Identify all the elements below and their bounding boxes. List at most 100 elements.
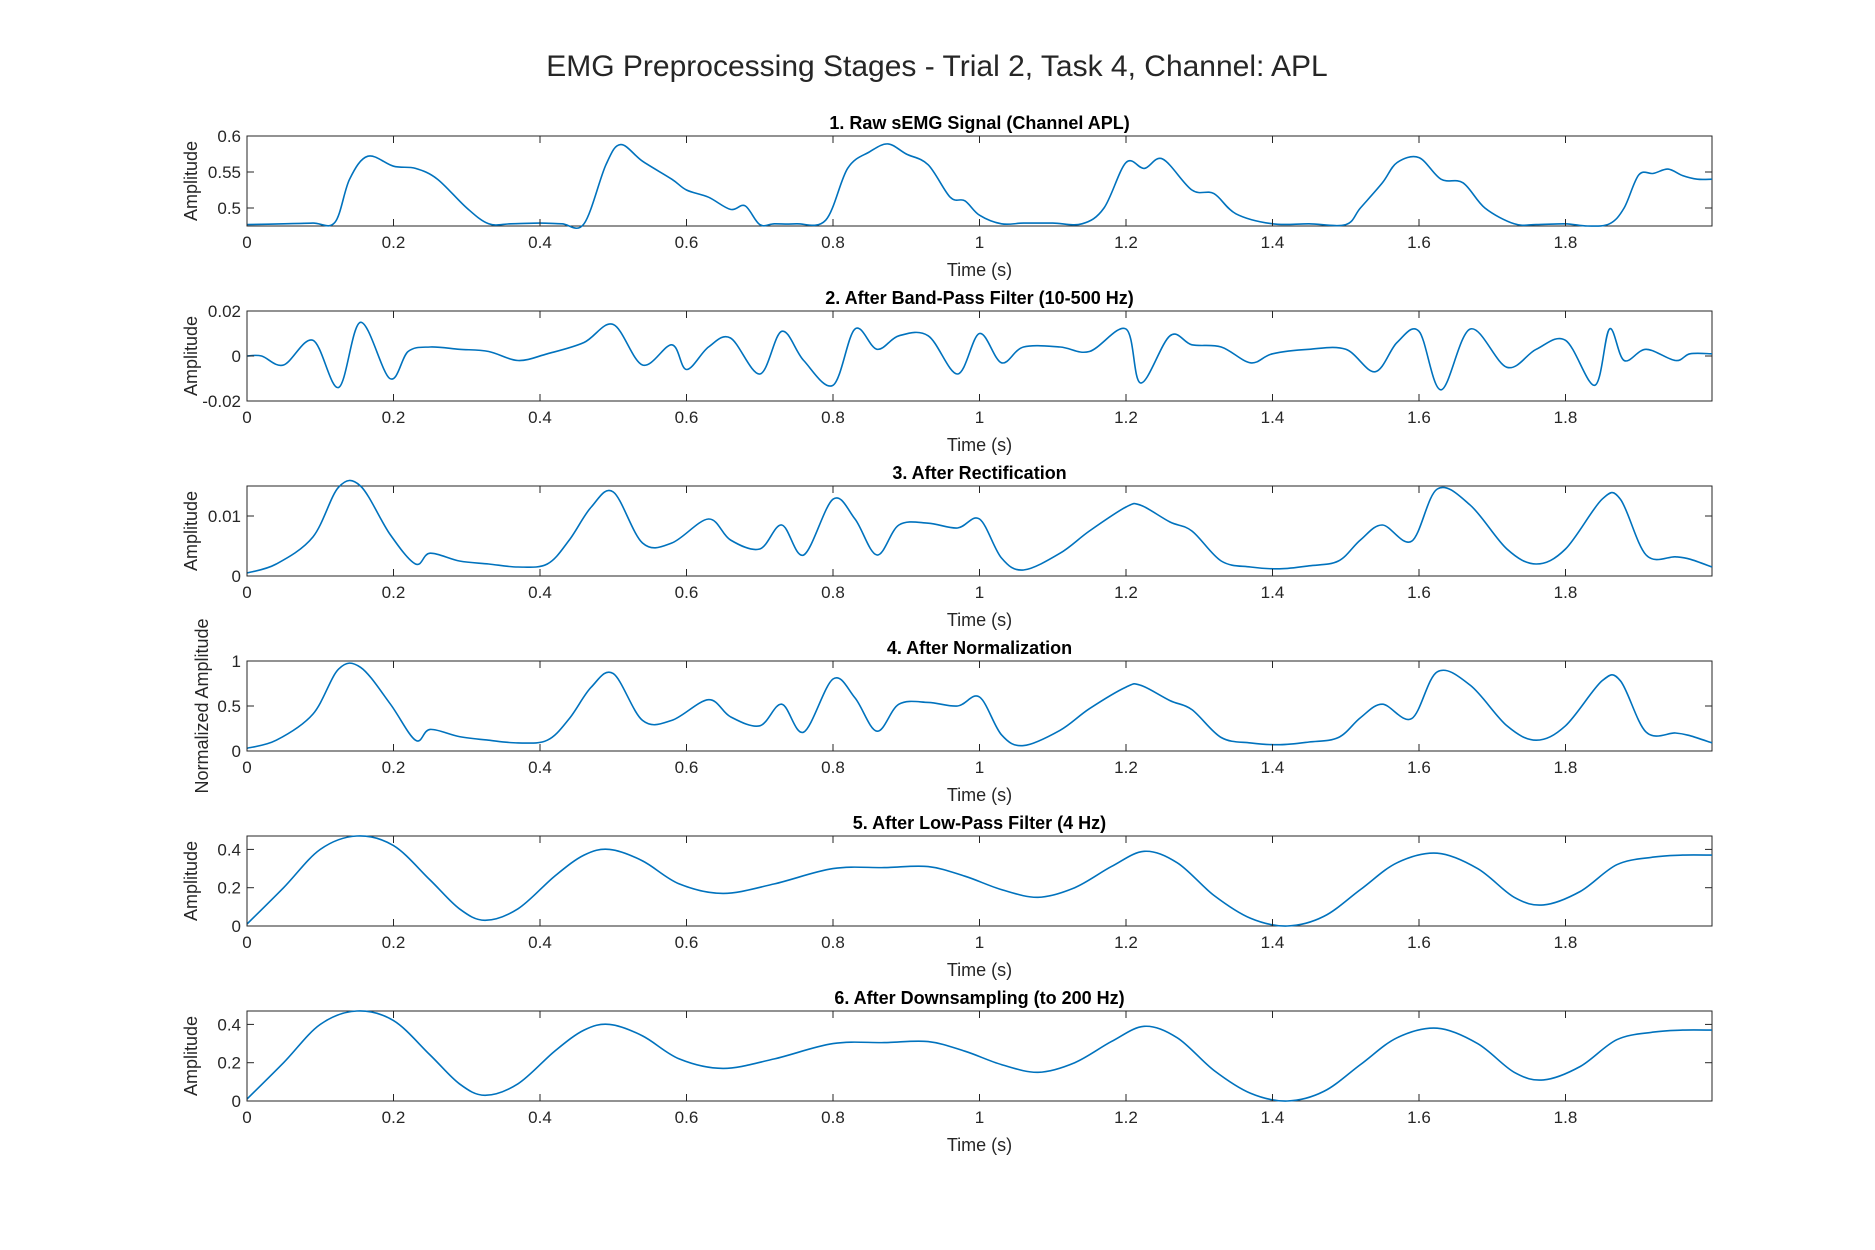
series-line [246,479,1713,574]
x-tick-label: 1.2 [1114,758,1138,777]
subplot-4: 0 0.2 0.4 0.6 0.8 1 1.2 1.4 1.6 1.8 0 0.5 1 4. After … [192,618,1713,805]
y-tick-label: 0.5 [217,697,241,716]
x-tick-label: 1 [975,933,984,952]
y-tick-label: -0.02 [202,392,241,411]
plot-area [246,485,1713,577]
subplot-3: 0 0.2 0.4 0.6 0.8 1 1.2 1.4 1.6 1.8 0 0.01 3. After … [181,463,1713,630]
x-tick-label: 0.8 [821,233,845,252]
y-axis-label: Amplitude [181,491,201,571]
x-tick-label: 0.8 [821,758,845,777]
x-tick-label: 1.8 [1554,933,1578,952]
x-tick-label: 1.6 [1407,408,1431,427]
x-tick-label: 1.2 [1114,1108,1138,1127]
y-axis-label: Amplitude [181,141,201,221]
x-tick-label: 1.6 [1407,233,1431,252]
x-tick-label: 0.8 [821,933,845,952]
x-tick-label: 0.2 [382,408,406,427]
x-axis-label: Time (s) [947,260,1012,280]
x-tick-label: 0.2 [382,583,406,602]
subplot-5: 0 0.2 0.4 0.6 0.8 1 1.2 1.4 1.6 1.8 0 0.2 0.4 5. Afte… [181,813,1713,980]
x-tick-label: 0.2 [382,233,406,252]
x-tick-label: 0.6 [675,1108,699,1127]
x-tick-label: 1.4 [1261,408,1285,427]
x-axis-label: Time (s) [947,610,1012,630]
y-tick-label: 0.55 [208,163,241,182]
x-tick-label: 0 [242,408,251,427]
x-tick-label: 1.8 [1554,233,1578,252]
y-tick-label: 0.02 [208,302,241,321]
x-tick-label: 1 [975,583,984,602]
x-tick-label: 0 [242,1108,251,1127]
y-tick-label: 0.5 [217,199,241,218]
x-tick-label: 1.2 [1114,583,1138,602]
x-tick-label: 1.4 [1261,933,1285,952]
x-tick-label: 0 [242,583,251,602]
series-line [246,143,1713,230]
x-tick-label: 1.2 [1114,408,1138,427]
x-tick-label: 0.4 [528,758,552,777]
x-tick-label: 0.4 [528,408,552,427]
x-tick-label: 0.2 [382,758,406,777]
subplot-stack: 0 0.2 0.4 0.6 0.8 1 1.2 1.4 1.6 1.8 0.5 0.55 0.6 1. R… [181,113,1713,1155]
x-tick-label: 0.6 [675,408,699,427]
y-axis-label: Amplitude [181,841,201,921]
x-tick-label: 0 [242,233,251,252]
y-axis-label: Amplitude [181,316,201,396]
x-tick-label: 1.8 [1554,1108,1578,1127]
x-tick-label: 1.8 [1554,758,1578,777]
y-tick-label: 0.2 [217,879,241,898]
x-tick-label: 0.8 [821,583,845,602]
series-line [246,662,1713,750]
plot-area [246,660,1713,752]
x-axis-label: Time (s) [947,1135,1012,1155]
x-tick-label: 0 [242,933,251,952]
subplot-title: 5. After Low-Pass Filter (4 Hz) [853,813,1106,833]
x-tick-label: 1.2 [1114,933,1138,952]
plot-area [246,310,1713,402]
x-tick-label: 0.6 [675,758,699,777]
subplot-title: 1. Raw sEMG Signal (Channel APL) [829,113,1129,133]
subplot-1: 0 0.2 0.4 0.6 0.8 1 1.2 1.4 1.6 1.8 0.5 0.55 0.6 1. R… [181,113,1713,280]
y-tick-label: 0.6 [217,127,241,146]
x-tick-label: 1.6 [1407,758,1431,777]
x-tick-label: 1.4 [1261,233,1285,252]
x-tick-label: 1.2 [1114,233,1138,252]
y-tick-label: 1 [232,652,241,671]
subplot-title: 6. After Downsampling (to 200 Hz) [834,988,1124,1008]
x-tick-label: 0 [242,758,251,777]
subplot-title: 2. After Band-Pass Filter (10-500 Hz) [825,288,1133,308]
x-tick-label: 1.4 [1261,758,1285,777]
x-tick-label: 0.2 [382,933,406,952]
series-line [246,1010,1713,1102]
x-tick-label: 1 [975,1108,984,1127]
y-axis-label: Normalized Amplitude [192,618,212,793]
y-tick-label: 0 [232,1092,241,1111]
x-axis-label: Time (s) [947,785,1012,805]
x-tick-label: 1 [975,758,984,777]
x-tick-label: 1.8 [1554,583,1578,602]
x-tick-label: 0.2 [382,1108,406,1127]
y-tick-label: 0 [232,567,241,586]
y-axis-label: Amplitude [181,1016,201,1096]
x-tick-label: 1 [975,233,984,252]
subplot-title: 3. After Rectification [892,463,1066,483]
plot-area [246,135,1713,227]
x-tick-label: 0.8 [821,408,845,427]
x-tick-label: 0.4 [528,1108,552,1127]
x-tick-label: 0.4 [528,233,552,252]
series-line [246,835,1713,927]
x-tick-label: 0.6 [675,933,699,952]
y-tick-label: 0.2 [217,1054,241,1073]
x-tick-label: 0.6 [675,583,699,602]
x-tick-label: 0.4 [528,583,552,602]
x-tick-label: 1.4 [1261,583,1285,602]
x-tick-label: 1 [975,408,984,427]
x-tick-label: 1.6 [1407,933,1431,952]
subplot-title: 4. After Normalization [887,638,1072,658]
x-tick-label: 1.4 [1261,1108,1285,1127]
y-tick-label: 0.4 [217,1015,241,1034]
x-tick-label: 1.8 [1554,408,1578,427]
x-tick-label: 1.6 [1407,583,1431,602]
